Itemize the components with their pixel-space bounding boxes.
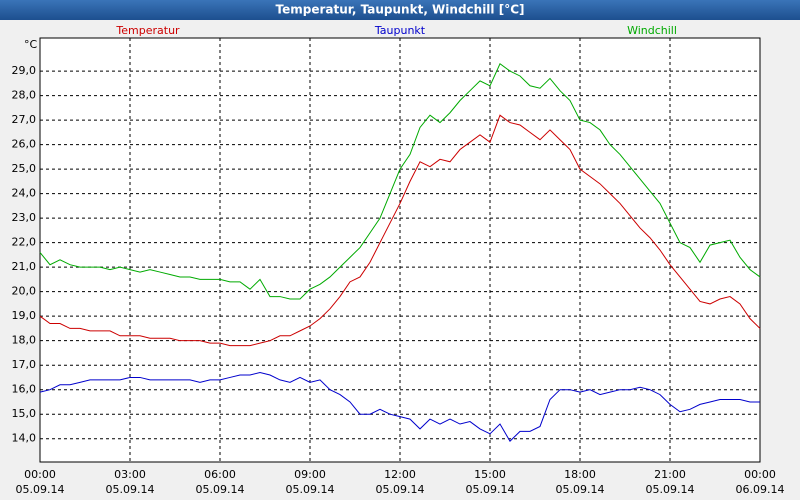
y-unit: °C	[24, 38, 38, 51]
x-tick-label: 00:00	[744, 468, 776, 481]
x-tick-label: 12:00	[384, 468, 416, 481]
y-tick-label: 15,0	[12, 407, 37, 420]
x-tick-date: 05.09.14	[16, 483, 65, 496]
y-tick-label: 24,0	[12, 187, 37, 200]
y-tick-label: 25,0	[12, 162, 37, 175]
y-tick-label: 28,0	[12, 89, 37, 102]
x-tick-label: 00:00	[24, 468, 56, 481]
x-tick-date: 05.09.14	[106, 483, 155, 496]
x-tick-label: 18:00	[564, 468, 596, 481]
series-line	[39, 372, 760, 442]
x-tick-date: 05.09.14	[286, 483, 335, 496]
legend-entry: Windchill	[627, 24, 677, 37]
y-tick-label: 22,0	[12, 236, 37, 249]
series-line	[39, 62, 761, 300]
x-tick-label: 03:00	[114, 468, 146, 481]
y-tick-label: 29,0	[12, 64, 37, 77]
y-tick-label: 27,0	[12, 113, 37, 126]
y-tick-label: 21,0	[12, 260, 37, 273]
legend-entry: Taupunkt	[374, 24, 426, 37]
title-bar	[0, 0, 800, 20]
x-tick-date: 05.09.14	[556, 483, 605, 496]
chart-title: Temperatur, Taupunkt, Windchill [°C]	[276, 3, 525, 17]
x-tick-date: 05.09.14	[376, 483, 425, 496]
y-tick-label: 17,0	[12, 358, 37, 371]
y-tick-label: 16,0	[12, 383, 37, 396]
x-tick-label: 09:00	[294, 468, 326, 481]
x-tick-date: 05.09.14	[646, 483, 695, 496]
legend-entry: Temperatur	[115, 24, 180, 37]
y-tick-label: 20,0	[12, 285, 37, 298]
x-tick-date: 05.09.14	[196, 483, 245, 496]
y-tick-label: 26,0	[12, 138, 37, 151]
x-tick-label: 15:00	[474, 468, 506, 481]
y-tick-label: 18,0	[12, 334, 37, 347]
y-tick-label: 19,0	[12, 309, 37, 322]
x-tick-date: 06.09.14	[736, 483, 785, 496]
y-tick-label: 23,0	[12, 211, 37, 224]
x-tick-date: 05.09.14	[466, 483, 515, 496]
series-line	[39, 114, 761, 347]
x-tick-label: 21:00	[654, 468, 686, 481]
y-tick-label: 14,0	[12, 432, 37, 445]
x-tick-label: 06:00	[204, 468, 236, 481]
